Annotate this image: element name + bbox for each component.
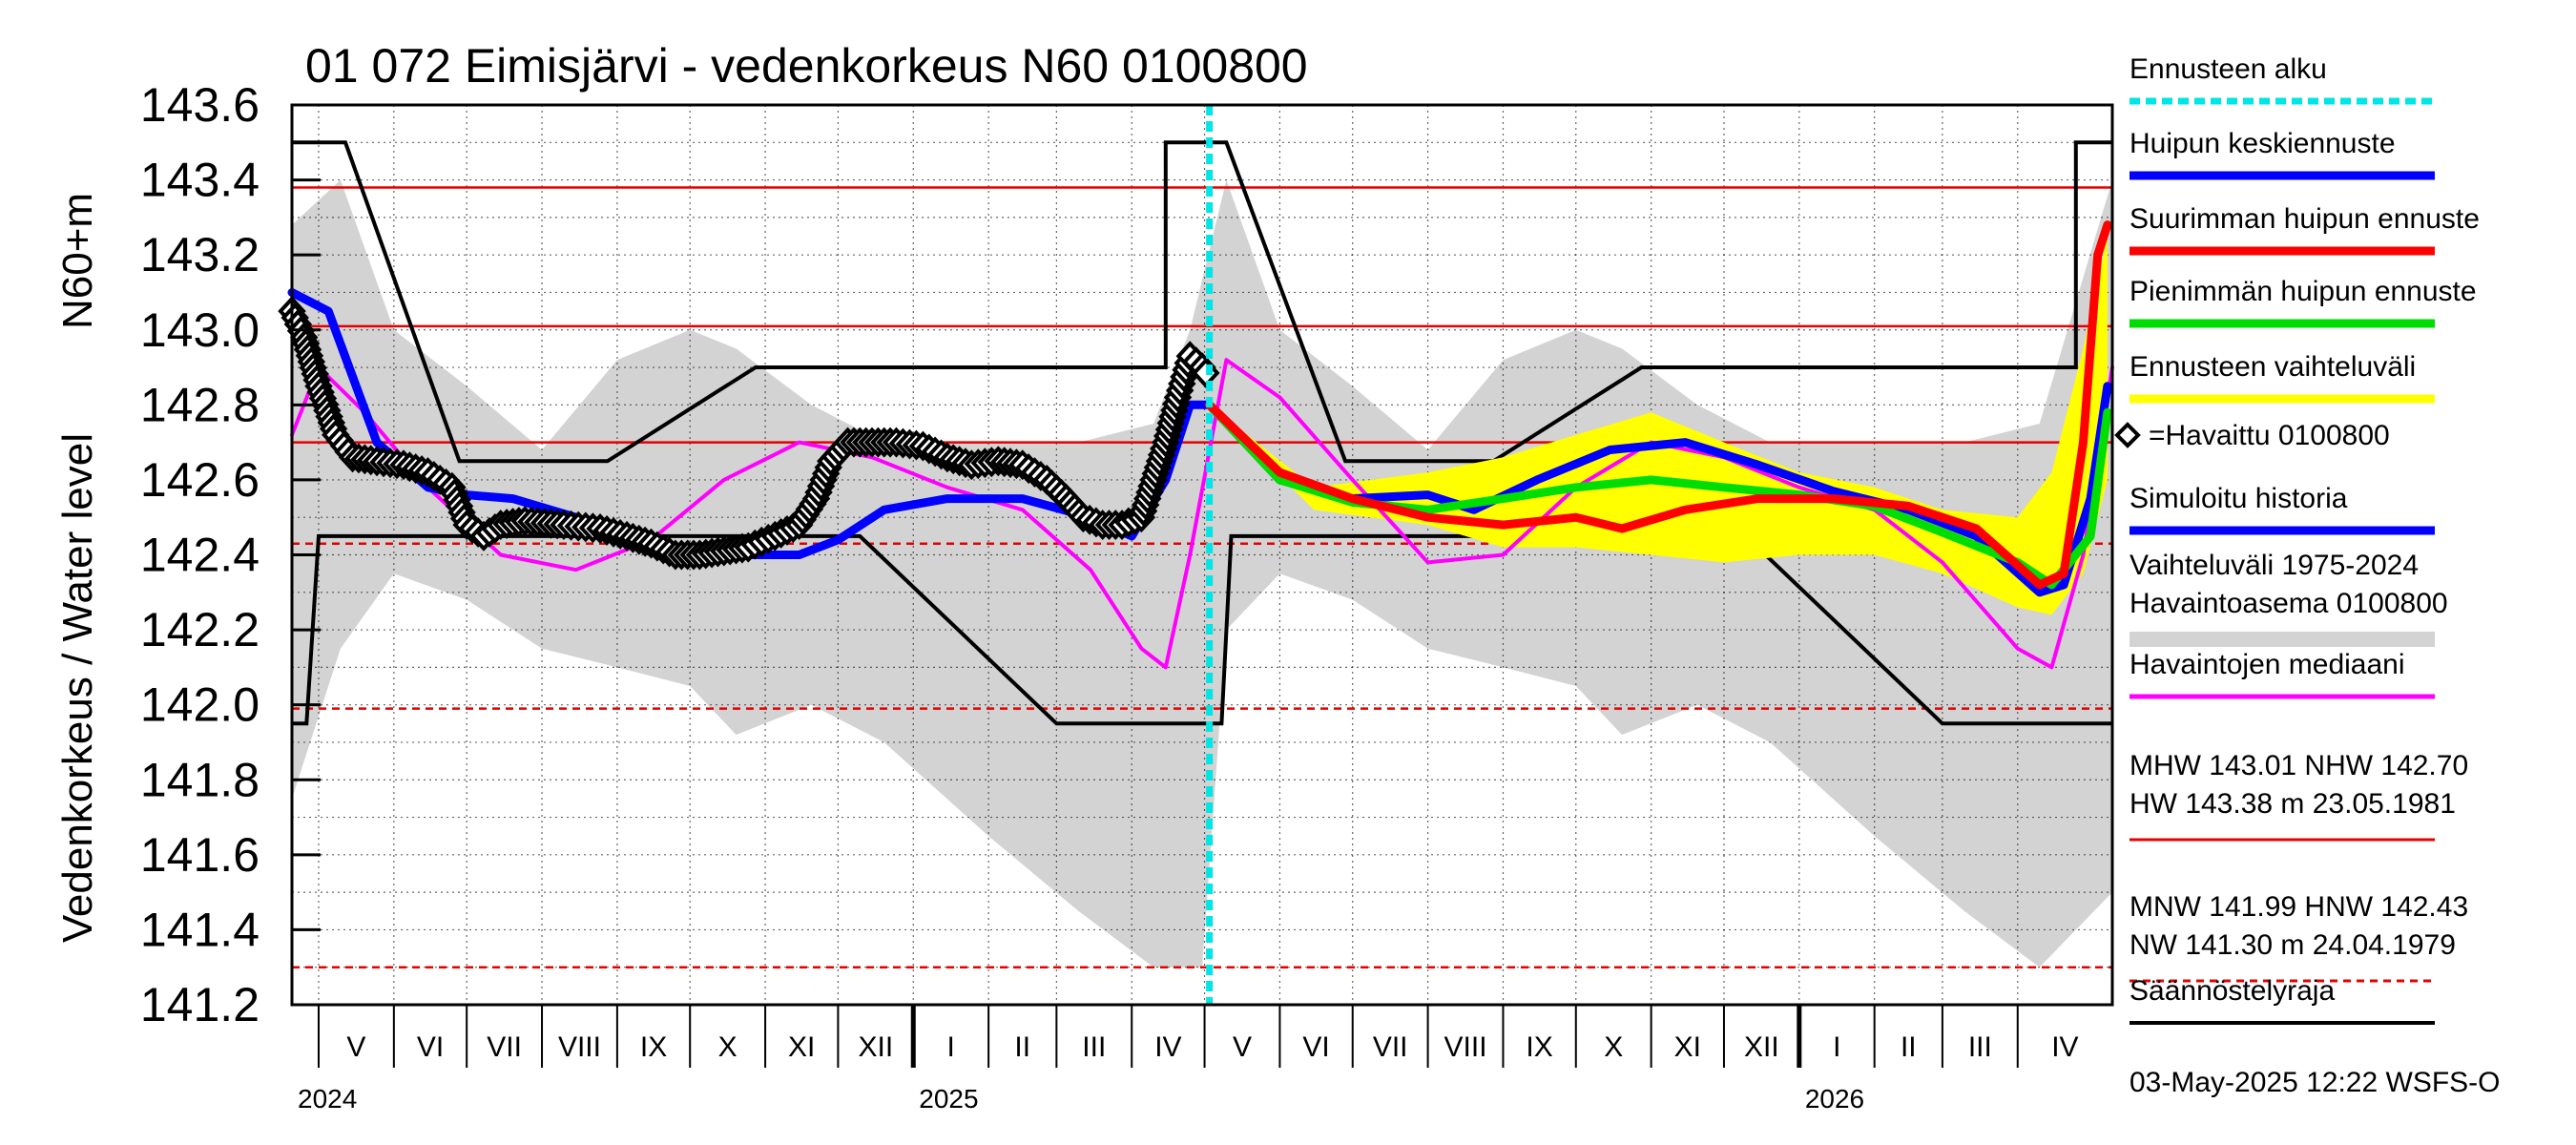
x-month-label: X — [718, 1031, 737, 1063]
legend-swatch — [2114, 422, 2141, 448]
y-tick-label: 142.0 — [140, 678, 260, 732]
y-axis-unit-label: N60+m — [54, 193, 101, 329]
x-month-label: V — [346, 1031, 365, 1063]
x-month-label: VI — [417, 1031, 444, 1063]
x-year-label: 2026 — [1805, 1084, 1864, 1114]
y-tick-label: 141.6 — [140, 828, 260, 882]
x-month-label: X — [1604, 1031, 1623, 1063]
x-month-label: XII — [1744, 1031, 1779, 1063]
timestamp-footer: 03-May-2025 12:22 WSFS-O — [2129, 1067, 2501, 1098]
series-line — [1205, 220, 2112, 590]
y-axis-title: Vedenkorkeus / Water level — [54, 433, 101, 943]
x-month-label: IX — [1526, 1031, 1552, 1063]
x-month-label: IV — [1154, 1031, 1181, 1063]
y-tick-label: 142.4 — [140, 529, 260, 582]
history-range-area — [292, 179, 2112, 968]
legend-label: MNW 141.99 HNW 142.43 — [2129, 891, 2468, 923]
legend-label: =Havaittu 0100800 — [2149, 420, 2390, 451]
x-month-label: VIII — [558, 1031, 601, 1063]
x-month-label: VI — [1302, 1031, 1329, 1063]
y-tick-label: 142.8 — [140, 378, 260, 431]
y-tick-label: 142.6 — [140, 453, 260, 507]
legend-label: Havaintoasema 0100800 — [2129, 588, 2448, 619]
x-month-label: XI — [1674, 1031, 1701, 1063]
x-month-label: VII — [487, 1031, 522, 1063]
x-month-label: VII — [1373, 1031, 1408, 1063]
x-month-label: III — [1082, 1031, 1106, 1063]
x-month-label: I — [1833, 1031, 1840, 1063]
observed-markers — [278, 296, 1220, 571]
x-month-label: I — [947, 1031, 955, 1063]
legend-label: Ennusteen alku — [2129, 53, 2327, 85]
x-month-label: IX — [640, 1031, 667, 1063]
regulation-limit-upper — [292, 140, 2112, 464]
legend-label: Ennusteen vaihteluväli — [2129, 351, 2416, 383]
chart-title: 01 072 Eimisjärvi - vedenkorkeus N60 010… — [305, 39, 1308, 93]
legend-label: MHW 143.01 NHW 142.70 — [2129, 750, 2468, 781]
history-range-band — [292, 179, 2112, 968]
x-month-label: III — [1968, 1031, 1992, 1063]
y-tick-label: 141.8 — [140, 753, 260, 806]
legend-label: Huipun keskiennuste — [2129, 128, 2396, 159]
x-month-label: IV — [2051, 1031, 2078, 1063]
legend-label: Pienimmän huipun ennuste — [2129, 276, 2477, 307]
x-month-label: XII — [858, 1031, 893, 1063]
y-tick-label: 143.4 — [140, 154, 260, 207]
y-tick-label: 141.4 — [140, 903, 260, 956]
x-month-label: II — [1014, 1031, 1030, 1063]
y-tick-label: 143.2 — [140, 228, 260, 281]
plot-area — [278, 103, 2114, 1007]
x-month-label: XI — [788, 1031, 815, 1063]
y-tick-label: 143.0 — [140, 303, 260, 357]
legend-label: HW 143.38 m 23.05.1981 — [2129, 788, 2456, 820]
y-axis: 141.2 141.4 141.6 141.8 142.0 142.2 142.4 142.6… — [140, 78, 321, 1031]
legend-label: Suurimman huipun ennuste — [2129, 203, 2480, 235]
legend-label: Havaintojen mediaani — [2129, 649, 2405, 680]
x-month-label: VIII — [1444, 1031, 1487, 1063]
x-year-label: 2024 — [298, 1084, 357, 1114]
legend-label: Säännöstelyraja — [2129, 975, 2335, 1007]
x-year-label: 2025 — [919, 1084, 978, 1114]
legend-label: Simuloitu historia — [2129, 483, 2348, 514]
x-month-label: II — [1901, 1031, 1917, 1063]
reference-lines — [292, 186, 2112, 968]
legend: Ennusteen alku Huipun keskiennuste Suurimm… — [2114, 53, 2480, 1025]
y-tick-label: 141.2 — [140, 978, 260, 1031]
legend-label: NW 141.30 m 24.04.1979 — [2129, 929, 2456, 961]
legend-label: Vaihteluväli 1975-2024 — [2129, 550, 2419, 581]
y-tick-label: 143.6 — [140, 78, 260, 132]
y-tick-label: 142.2 — [140, 603, 260, 656]
x-axis: V VI VII VIII IX X XI XII I II III IV V VI VII VIII IX X X… — [292, 1003, 2112, 1114]
x-month-label: V — [1233, 1031, 1252, 1063]
